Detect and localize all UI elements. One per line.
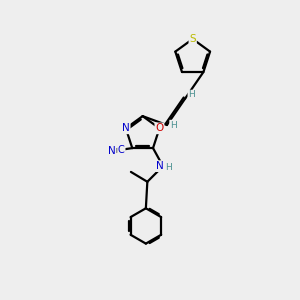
Text: N: N — [122, 123, 130, 133]
Text: H: H — [188, 91, 195, 100]
Text: N: N — [108, 146, 116, 156]
Text: C: C — [118, 145, 125, 155]
Text: H: H — [165, 163, 172, 172]
Text: O: O — [155, 123, 164, 133]
Text: S: S — [189, 34, 196, 44]
Text: H: H — [170, 121, 177, 130]
Text: N: N — [155, 161, 163, 171]
